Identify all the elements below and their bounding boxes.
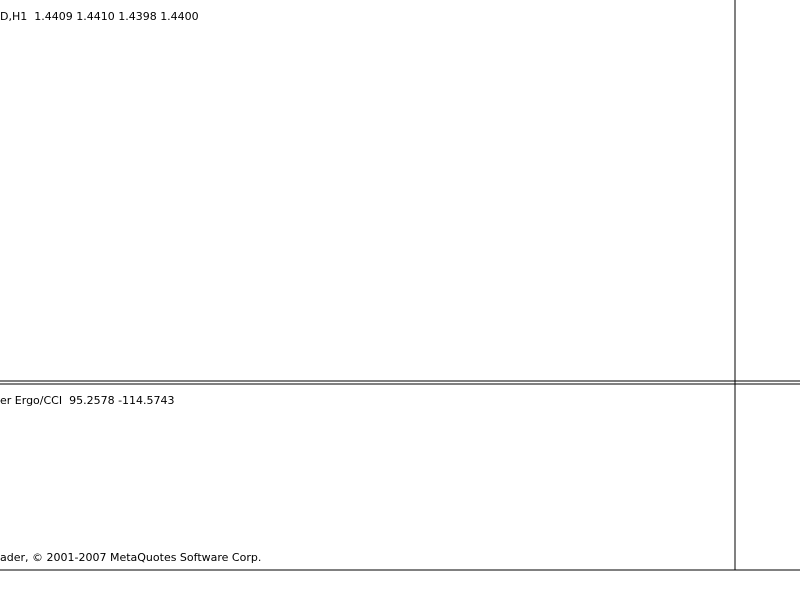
copyright: ader, © 2001-2007 MetaQuotes Software Co… <box>0 551 261 564</box>
indicator-title: er Ergo/CCI 95.2578 -114.5743 <box>0 394 175 407</box>
chart-title: D,H1 1.4409 1.4410 1.4398 1.4400 <box>0 10 199 23</box>
